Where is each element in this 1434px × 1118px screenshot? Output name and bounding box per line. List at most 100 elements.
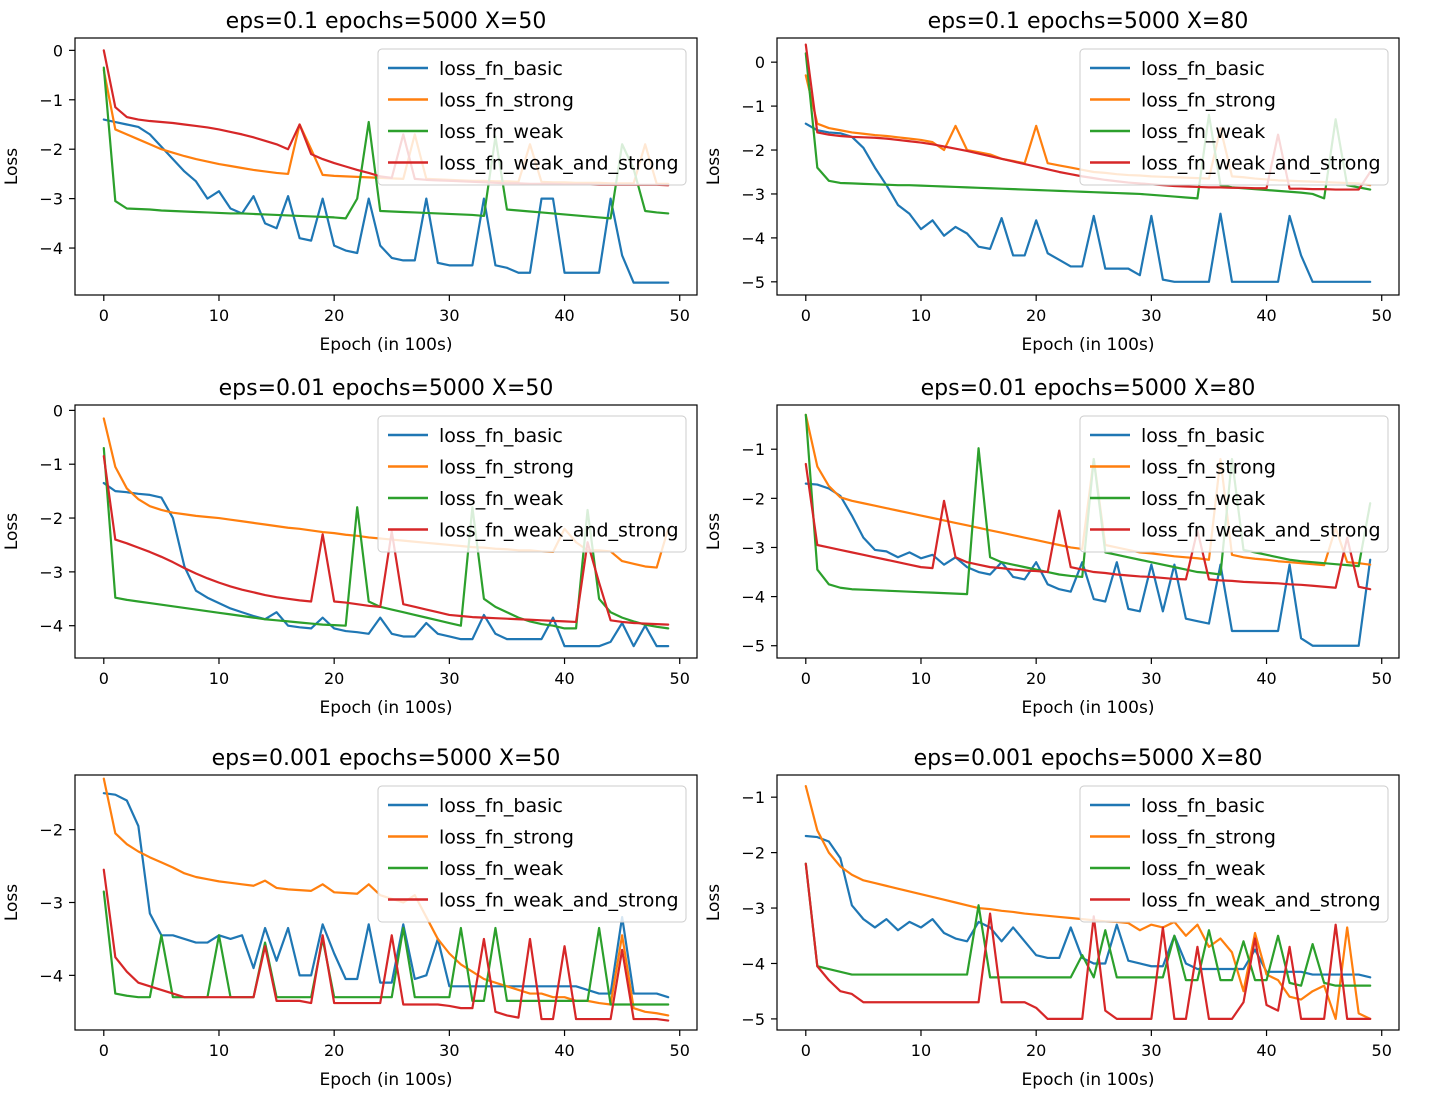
y-tick-label: −1 xyxy=(39,91,63,110)
legend-box xyxy=(1079,785,1389,923)
y-axis-label: Loss xyxy=(704,884,724,921)
series-line-loss-fn-weak xyxy=(102,66,670,220)
y-axis-label: Loss xyxy=(704,148,724,185)
x-tick-label: 0 xyxy=(801,669,811,688)
y-tick-label: −4 xyxy=(39,617,63,636)
legend: loss_fn_basic loss_fn_strong loss_fn_weakl… xyxy=(1079,785,1389,923)
series-line-loss-fn-weak-and-strong xyxy=(102,455,670,626)
y-tick-label: −4 xyxy=(741,588,765,607)
legend-box xyxy=(377,785,687,923)
legend-label: loss_fn_basic xyxy=(439,425,563,447)
x-tick-label: 50 xyxy=(1372,669,1392,688)
x-tick-label: 10 xyxy=(209,1041,229,1060)
y-tick-label: −3 xyxy=(741,899,765,918)
legend-box xyxy=(1079,415,1389,553)
axes-frame xyxy=(776,774,1400,1031)
x-tick-label: 40 xyxy=(554,669,574,688)
x-tick-label: 0 xyxy=(801,1041,811,1060)
axes-frame xyxy=(776,404,1400,659)
y-tick-label: 0 xyxy=(755,53,765,72)
legend-label: loss_fn_weak xyxy=(1141,488,1265,510)
legend-label: loss_fn_weak_and_strong xyxy=(439,890,679,912)
y-tick-label: −3 xyxy=(741,538,765,557)
series-line-loss-fn-basic xyxy=(102,118,670,284)
x-axis-label: Epoch (in 100s) xyxy=(320,698,453,718)
y-axis-label: Loss xyxy=(704,513,724,550)
legend-label: loss_fn_strong xyxy=(439,827,574,849)
x-tick-label: 40 xyxy=(1256,669,1276,688)
subplot-title: eps=0.01 epochs=5000 X=80 xyxy=(921,376,1256,401)
y-tick-label: −2 xyxy=(39,821,63,840)
y-tick-label: −4 xyxy=(741,954,765,973)
subplot-6: eps=0.001 epochs=5000 X=80 0 10 20 30 40 50 −1 −… xyxy=(704,746,1400,1090)
x-tick-label: 20 xyxy=(1026,306,1046,325)
legend-label: loss_fn_weak xyxy=(439,488,563,510)
subplot-title: eps=0.001 epochs=5000 X=50 xyxy=(212,746,561,771)
axes-frame xyxy=(776,37,1400,296)
y-tick-label: −3 xyxy=(39,894,63,913)
legend-label: loss_fn_weak xyxy=(1141,858,1265,880)
legend-box xyxy=(377,415,687,553)
series-line-loss-fn-weak xyxy=(804,52,1372,200)
x-tick-label: 30 xyxy=(1141,669,1161,688)
subplot-title: eps=0.1 epochs=5000 X=50 xyxy=(226,9,547,34)
subplot-5: eps=0.001 epochs=5000 X=50 0 10 20 30 40 50 −2 −… xyxy=(2,746,698,1090)
x-axis-label: Epoch (in 100s) xyxy=(320,335,453,355)
x-tick-label: 30 xyxy=(439,669,459,688)
subplot-2: eps=0.1 epochs=5000 X=80 0 10 20 30 40 50 0 −1 −2… xyxy=(704,9,1400,355)
x-tick-label: 0 xyxy=(99,306,109,325)
legend-label: loss_fn_strong xyxy=(1141,90,1276,112)
x-tick-label: 30 xyxy=(439,1041,459,1060)
legend-label: loss_fn_weak_and_strong xyxy=(439,153,679,175)
x-tick-label: 20 xyxy=(1026,669,1046,688)
x-tick-label: 10 xyxy=(911,306,931,325)
y-tick-label: −2 xyxy=(39,509,63,528)
y-tick-label: −2 xyxy=(741,844,765,863)
x-tick-label: 30 xyxy=(1141,306,1161,325)
legend-label: loss_fn_weak_and_strong xyxy=(1141,520,1381,542)
series-line-loss-fn-weak xyxy=(102,446,670,630)
x-tick-label: 20 xyxy=(1026,1041,1046,1060)
x-tick-label: 10 xyxy=(209,306,229,325)
y-tick-label: −1 xyxy=(741,97,765,116)
legend-box xyxy=(1079,48,1389,186)
x-tick-label: 20 xyxy=(324,306,344,325)
legend-label: loss_fn_strong xyxy=(1141,827,1276,849)
legend: loss_fn_basic loss_fn_strong loss_fn_weakl… xyxy=(1079,415,1389,553)
x-axis-label: Epoch (in 100s) xyxy=(1022,1070,1155,1090)
y-axis-label: Loss xyxy=(2,513,22,550)
x-tick-label: 50 xyxy=(1372,1041,1392,1060)
subplot-title: eps=0.001 epochs=5000 X=80 xyxy=(914,746,1263,771)
x-tick-label: 0 xyxy=(99,669,109,688)
y-tick-label: −5 xyxy=(741,273,765,292)
y-tick-label: 0 xyxy=(53,41,63,60)
y-tick-label: −3 xyxy=(741,185,765,204)
legend-label: loss_fn_weak_and_strong xyxy=(1141,153,1381,175)
legend-box xyxy=(377,48,687,186)
subplot-title: eps=0.1 epochs=5000 X=80 xyxy=(928,9,1249,34)
legend-label: loss_fn_strong xyxy=(439,90,574,112)
legend-label: loss_fn_basic xyxy=(439,58,563,80)
legend-label: loss_fn_weak xyxy=(439,121,563,143)
y-tick-label: −2 xyxy=(741,489,765,508)
legend-label: loss_fn_basic xyxy=(1141,795,1265,817)
subplot-3: eps=0.01 epochs=5000 X=50 0 10 20 30 40 50 0 −1 −… xyxy=(2,376,698,718)
x-tick-label: 40 xyxy=(1256,1041,1276,1060)
subplot-1: eps=0.1 epochs=5000 X=50 0 10 20 30 40 50 0 −1 −2… xyxy=(2,9,698,355)
x-tick-label: 10 xyxy=(911,1041,931,1060)
legend-label: loss_fn_weak_and_strong xyxy=(1141,890,1381,912)
y-tick-label: −1 xyxy=(741,440,765,459)
y-tick-label: −1 xyxy=(39,455,63,474)
x-tick-label: 40 xyxy=(554,1041,574,1060)
series-line-loss-fn-weak-and-strong xyxy=(102,868,670,1022)
y-tick-label: −2 xyxy=(39,140,63,159)
x-tick-label: 0 xyxy=(801,306,811,325)
y-tick-label: −5 xyxy=(741,1010,765,1029)
x-tick-label: 30 xyxy=(1141,1041,1161,1060)
legend-label: loss_fn_basic xyxy=(439,795,563,817)
x-tick-label: 50 xyxy=(670,306,690,325)
x-tick-label: 50 xyxy=(670,669,690,688)
series-line-loss-fn-basic xyxy=(804,122,1372,283)
x-axis-label: Epoch (in 100s) xyxy=(320,1070,453,1090)
